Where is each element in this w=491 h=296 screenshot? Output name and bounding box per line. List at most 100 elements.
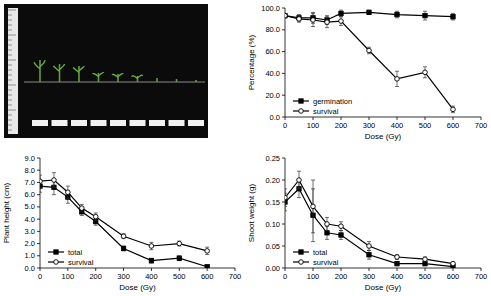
error-cap [149, 249, 153, 250]
ruler-tick [8, 75, 12, 76]
ruler-tick [8, 20, 12, 21]
legend: totalsurvival [48, 248, 94, 267]
data-point [297, 178, 302, 183]
x-tick [123, 268, 124, 271]
leaf [60, 64, 65, 69]
legend-label: germination [313, 97, 352, 106]
error-cap [451, 13, 455, 14]
plant [98, 73, 100, 82]
plant [78, 66, 80, 82]
error-cap [395, 11, 399, 12]
x-tick-label: 600 [201, 272, 214, 281]
legend: totalsurvival [293, 248, 339, 267]
legend-label: total [313, 248, 328, 257]
error-cap [339, 221, 343, 222]
leaf [34, 62, 40, 69]
x-tick-label: 700 [475, 272, 488, 281]
leaf [132, 76, 138, 79]
x-tick [397, 268, 398, 271]
error-cap [40, 192, 42, 193]
error-cap [311, 232, 315, 233]
legend-marker [299, 99, 303, 103]
data-point [367, 48, 372, 53]
legend-marker [299, 260, 304, 265]
x-tick [285, 117, 286, 120]
x-tick-label: 400 [145, 272, 158, 281]
leaf [40, 60, 45, 67]
error-cap [311, 12, 315, 13]
y-tick-label: 40.0 [265, 69, 280, 78]
ruler-tick [8, 105, 12, 106]
error-cap [297, 197, 301, 198]
x-tick-label: 500 [173, 272, 186, 281]
y-tick-label: 9.0 [25, 154, 35, 163]
photo [4, 4, 208, 138]
ruler-tick [8, 65, 12, 66]
error-cap [339, 230, 343, 231]
x-tick [453, 117, 454, 120]
error-cap [149, 242, 153, 243]
photo-background [4, 4, 208, 138]
error-cap [40, 187, 42, 188]
data-point [339, 233, 343, 237]
y-tick-label: 20.0 [265, 91, 280, 100]
ruler-tick [8, 15, 12, 16]
ruler-tick [8, 80, 12, 81]
error-cap [367, 250, 371, 251]
x-axis-label: Dose (Gy) [365, 132, 402, 141]
x-tick [179, 268, 180, 271]
data-point [367, 253, 371, 257]
plot-data [285, 171, 455, 268]
y-axis-label: Shoot weight (g) [247, 184, 256, 243]
x-tick [40, 268, 41, 271]
error-cap [367, 47, 371, 48]
data-point [79, 206, 84, 211]
error-cap [423, 77, 427, 78]
data-point [367, 244, 372, 249]
ruler-tick [8, 25, 12, 26]
x-tick [425, 268, 426, 271]
y-tick [282, 158, 285, 159]
error-cap [325, 217, 329, 218]
error-cap [205, 254, 209, 255]
x-tick-label: 500 [419, 121, 432, 130]
x-tick [151, 268, 152, 271]
error-cap [367, 241, 371, 242]
x-tick-label: 300 [363, 121, 376, 130]
series-line [40, 180, 207, 251]
y-tick [282, 202, 285, 203]
y-tick-label: 0.25 [265, 154, 280, 163]
x-tick-label: 300 [363, 272, 376, 281]
data-point [423, 70, 428, 75]
y-tick-label: 100.0 [261, 4, 280, 13]
leaf [93, 74, 99, 77]
y-tick-label: 60.0 [265, 47, 280, 56]
x-tick [341, 117, 342, 120]
plant [39, 60, 41, 82]
data-point [339, 11, 343, 15]
error-cap [325, 27, 329, 28]
legend-label: survival [313, 258, 339, 267]
x-tick [453, 268, 454, 271]
x-tick [313, 268, 314, 271]
error-cap [325, 230, 329, 231]
legend: germinationsurvival [293, 97, 352, 116]
y-tick [282, 29, 285, 30]
data-point [423, 257, 428, 262]
y-tick-label: 0.10 [265, 220, 280, 229]
plant [59, 64, 61, 82]
y-axis [285, 158, 286, 268]
y-tick-label: 2.0 [25, 239, 35, 248]
data-point [285, 195, 287, 200]
y-tick-label: 0.20 [265, 176, 280, 185]
x-tick [397, 117, 398, 120]
leaf [138, 75, 143, 78]
data-point [205, 265, 209, 268]
y-tick [37, 255, 40, 256]
error-cap [311, 180, 315, 181]
error-cap [339, 16, 343, 17]
error-cap [423, 19, 427, 20]
error-cap [451, 19, 455, 20]
x-tick [425, 117, 426, 120]
y-tick-label: 80.0 [265, 25, 280, 34]
